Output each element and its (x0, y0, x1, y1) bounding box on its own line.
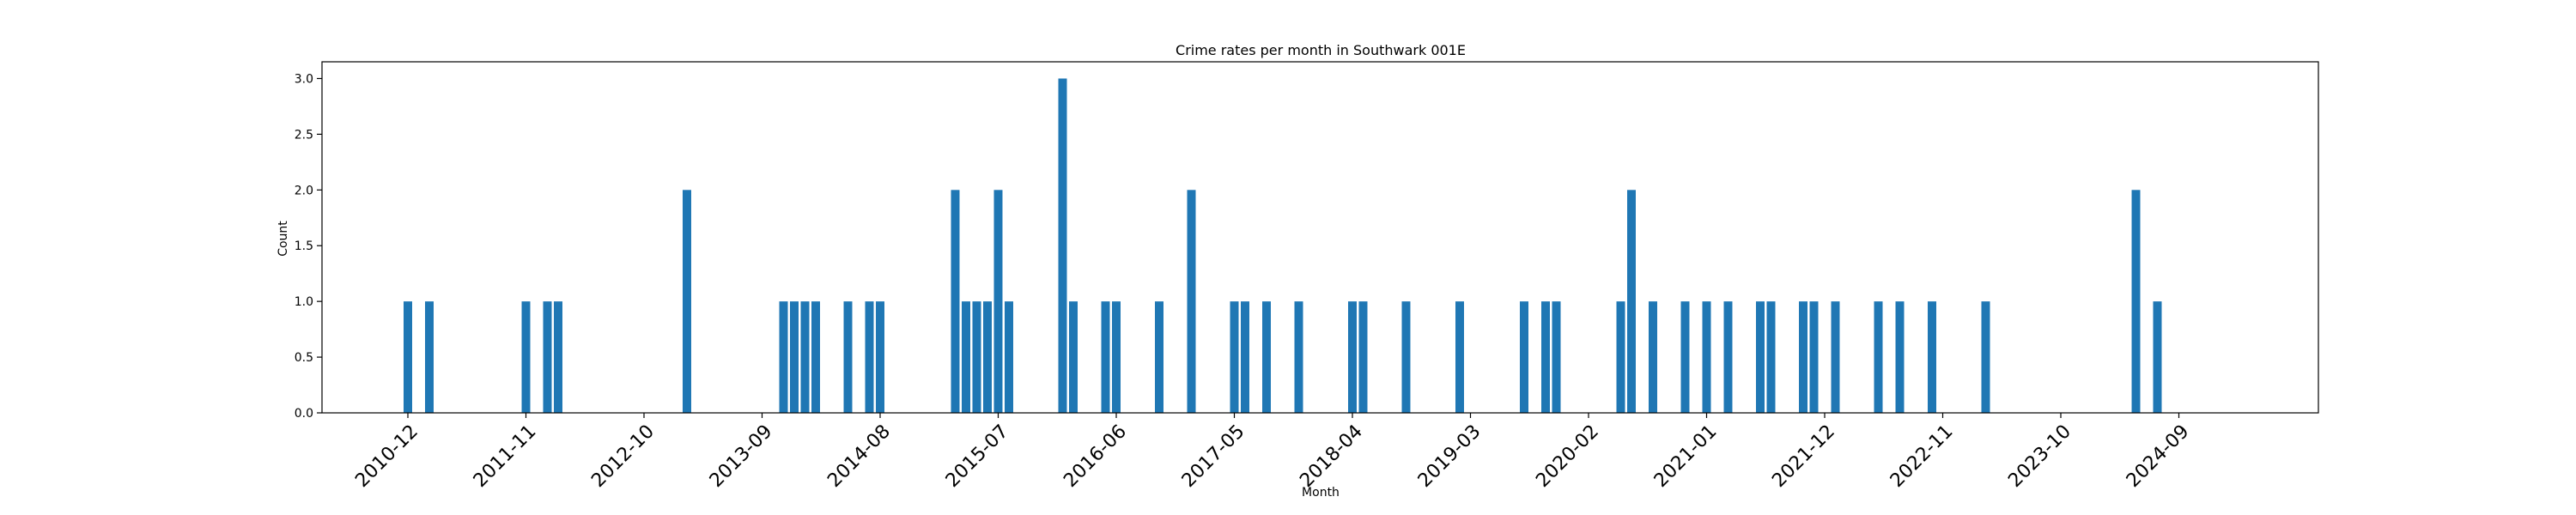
bar (1348, 301, 1357, 413)
x-axis-title: Month (1302, 486, 1340, 500)
bar (811, 301, 820, 413)
bar (425, 301, 434, 413)
bar (1702, 301, 1711, 413)
bar (1262, 301, 1271, 413)
bar (1616, 301, 1625, 413)
bar (1874, 301, 1883, 413)
x-tick-label: 2019-03 (1414, 421, 1485, 492)
bar (1809, 301, 1819, 413)
x-tick-label: 2010-12 (351, 421, 422, 492)
bar (993, 190, 1003, 413)
x-tick-label: 2011-11 (470, 421, 541, 492)
y-tick-label: 0.5 (295, 351, 313, 365)
x-tick-label: 2021-12 (1768, 421, 1839, 492)
x-tick-label: 2021-01 (1650, 421, 1722, 492)
bar (1627, 190, 1636, 413)
x-tick-label: 2022-11 (1886, 421, 1958, 492)
bar (1799, 301, 1807, 413)
bar (843, 301, 853, 413)
bar (876, 301, 884, 413)
y-tick-label: 1.0 (295, 295, 313, 309)
bar (1187, 190, 1196, 413)
bar (1723, 301, 1733, 413)
bar (2131, 190, 2141, 413)
y-tick-label: 0.0 (295, 407, 313, 421)
bar (1101, 301, 1110, 413)
bar (1552, 301, 1561, 413)
bar (1895, 301, 1905, 413)
x-tick-label: 2015-07 (942, 421, 1013, 492)
x-axis: 2010-12 2011-11 2012-10 2013-09 2014-08 2015-… (351, 413, 2193, 492)
bar (1155, 301, 1163, 413)
x-tick-label: 2018-04 (1296, 421, 1367, 492)
bar (1069, 301, 1078, 413)
x-tick-label: 2013-09 (706, 421, 777, 492)
bar (1928, 301, 1936, 413)
bar (1455, 301, 1464, 413)
bar (983, 301, 992, 413)
bar (404, 301, 412, 413)
x-tick-label: 2014-08 (823, 421, 895, 492)
chart-title: Crime rates per month in Southwark 001E (1176, 42, 1466, 58)
bar (1766, 301, 1776, 413)
bar (1680, 301, 1690, 413)
x-tick-label: 2017-05 (1178, 421, 1249, 492)
bars-group (404, 78, 2162, 413)
bar (1358, 301, 1368, 413)
bar (1401, 301, 1411, 413)
x-tick-label: 2024-09 (2123, 421, 2194, 492)
x-tick-label: 2016-06 (1060, 421, 1131, 492)
bar (2153, 301, 2162, 413)
y-axis: 0.0 0.5 1.0 1.5 2.0 2.5 3.0 (295, 72, 322, 421)
bar (1831, 301, 1840, 413)
bar (951, 190, 960, 413)
bar (1981, 301, 1990, 413)
bar (1541, 301, 1550, 413)
bar (1756, 301, 1765, 413)
bar (1241, 301, 1249, 413)
bar (1005, 301, 1013, 413)
bar (521, 301, 531, 413)
bar (1112, 301, 1121, 413)
bar (1058, 78, 1067, 413)
bar (779, 301, 788, 413)
y-tick-label: 1.5 (295, 239, 313, 253)
bar (790, 301, 799, 413)
bar (1520, 301, 1528, 413)
bar (972, 301, 981, 413)
y-tick-label: 2.0 (295, 184, 313, 197)
x-tick-label: 2012-10 (587, 421, 659, 492)
y-tick-label: 3.0 (295, 72, 313, 86)
plot-frame (321, 61, 2319, 414)
y-axis-title: Count (276, 221, 290, 257)
bar (1294, 301, 1303, 413)
x-tick-label: 2023-10 (2004, 421, 2075, 492)
bar (683, 190, 691, 413)
bar (800, 301, 810, 413)
bar (1230, 301, 1239, 413)
bar (1649, 301, 1657, 413)
x-tick-label: 2020-02 (1532, 421, 1603, 492)
bar (554, 301, 562, 413)
bar (865, 301, 874, 413)
bar (962, 301, 970, 413)
bar (543, 301, 552, 413)
y-tick-label: 2.5 (295, 128, 313, 142)
